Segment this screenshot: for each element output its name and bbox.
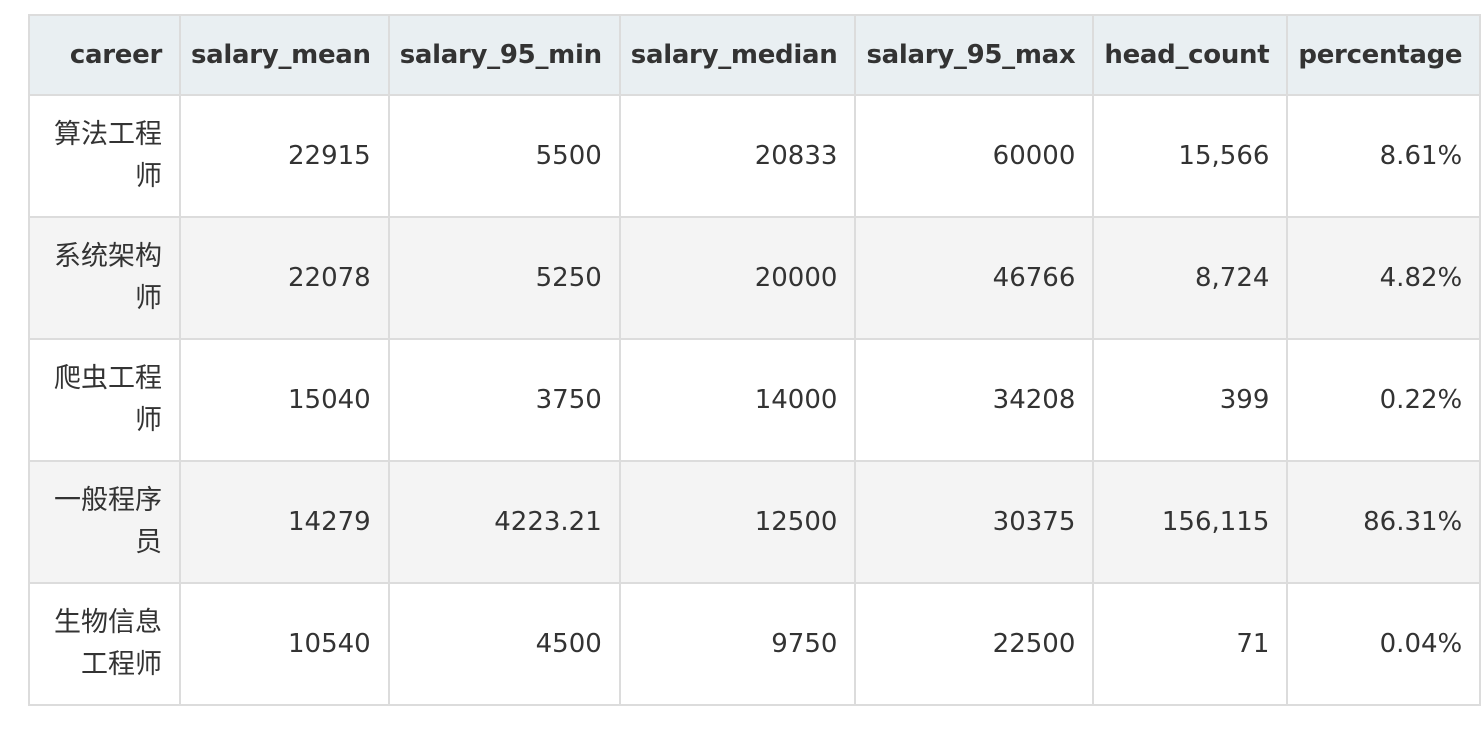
cell-salary-mean: 10540 — [179, 582, 390, 706]
cell-head-count: 399 — [1092, 338, 1289, 462]
cell-salary-95-max: 60000 — [854, 94, 1095, 218]
cell-salary-median: 14000 — [618, 338, 857, 462]
cell-salary-95-max: 30375 — [854, 460, 1095, 584]
cell-salary-mean: 22078 — [179, 216, 390, 340]
column-header-head-count: head_count — [1092, 14, 1289, 96]
table-body: 算法工程师 22915 5500 20833 60000 15,566 8.61… — [28, 94, 1482, 706]
cell-career: 生物信息工程师 — [28, 582, 181, 706]
cell-salary-median: 9750 — [618, 582, 857, 706]
cell-salary-95-max: 22500 — [854, 582, 1095, 706]
column-header-percentage: percentage — [1286, 14, 1482, 96]
cell-head-count: 71 — [1092, 582, 1289, 706]
cell-percentage: 0.04% — [1286, 582, 1482, 706]
cell-salary-95-min: 4223.21 — [387, 460, 621, 584]
table-row: 生物信息工程师 10540 4500 9750 22500 71 0.04% — [28, 582, 1482, 706]
table-row: 系统架构师 22078 5250 20000 46766 8,724 4.82% — [28, 216, 1482, 340]
cell-salary-mean: 14279 — [179, 460, 390, 584]
cell-salary-95-min: 3750 — [387, 338, 621, 462]
column-header-salary-mean: salary_mean — [179, 14, 390, 96]
cell-head-count: 15,566 — [1092, 94, 1289, 218]
cell-career: 一般程序员 — [28, 460, 181, 584]
header-row: career salary_mean salary_95_min salary_… — [28, 14, 1482, 96]
cell-salary-median: 12500 — [618, 460, 857, 584]
cell-percentage: 86.31% — [1286, 460, 1482, 584]
cell-salary-95-max: 34208 — [854, 338, 1095, 462]
table-header: career salary_mean salary_95_min salary_… — [28, 14, 1482, 96]
cell-percentage: 4.82% — [1286, 216, 1482, 340]
table-row: 一般程序员 14279 4223.21 12500 30375 156,115 … — [28, 460, 1482, 584]
column-header-salary-95-min: salary_95_min — [387, 14, 621, 96]
cell-salary-95-max: 46766 — [854, 216, 1095, 340]
cell-head-count: 156,115 — [1092, 460, 1289, 584]
column-header-salary-median: salary_median — [618, 14, 857, 96]
cell-career: 系统架构师 — [28, 216, 181, 340]
cell-percentage: 0.22% — [1286, 338, 1482, 462]
cell-salary-95-min: 5500 — [387, 94, 621, 218]
cell-salary-median: 20833 — [618, 94, 857, 218]
column-header-career: career — [28, 14, 181, 96]
cell-percentage: 8.61% — [1286, 94, 1482, 218]
cell-salary-95-min: 5250 — [387, 216, 621, 340]
cell-career: 爬虫工程师 — [28, 338, 181, 462]
cell-salary-median: 20000 — [618, 216, 857, 340]
salary-table: career salary_mean salary_95_min salary_… — [28, 14, 1482, 706]
table-row: 算法工程师 22915 5500 20833 60000 15,566 8.61… — [28, 94, 1482, 218]
table-row: 爬虫工程师 15040 3750 14000 34208 399 0.22% — [28, 338, 1482, 462]
column-header-salary-95-max: salary_95_max — [854, 14, 1095, 96]
cell-salary-mean: 15040 — [179, 338, 390, 462]
salary-table-container: career salary_mean salary_95_min salary_… — [28, 14, 1482, 706]
cell-career: 算法工程师 — [28, 94, 181, 218]
cell-head-count: 8,724 — [1092, 216, 1289, 340]
cell-salary-95-min: 4500 — [387, 582, 621, 706]
cell-salary-mean: 22915 — [179, 94, 390, 218]
